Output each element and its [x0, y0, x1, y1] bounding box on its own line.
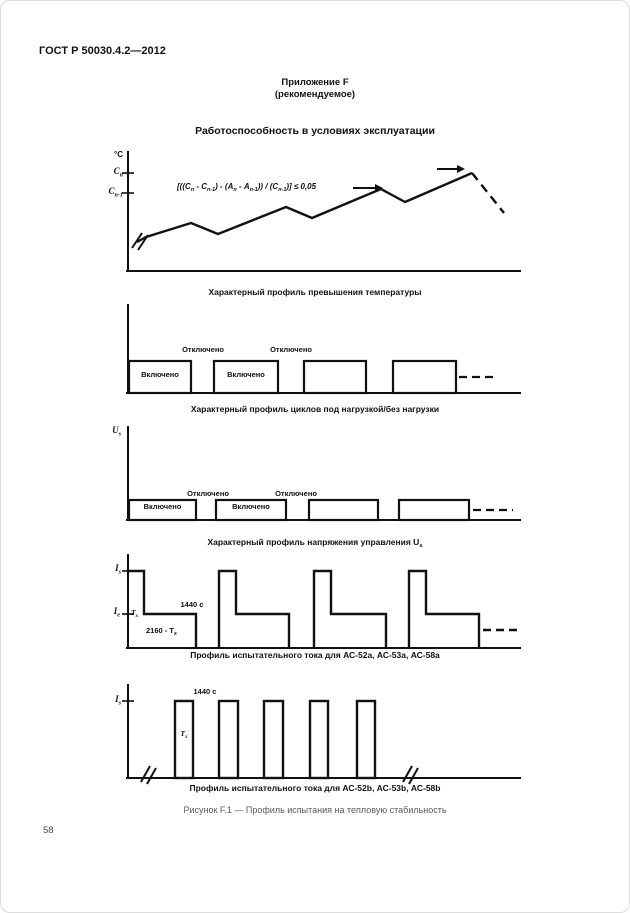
trend-arrow-icon: [437, 165, 465, 173]
on-pulse-rect: [127, 359, 193, 395]
on-pulse-rect: [391, 359, 458, 395]
test-current-b-chart: [122, 684, 521, 785]
current-cycle-path: [217, 569, 291, 648]
on-label: Включено: [232, 502, 270, 511]
current-pulse-rect: [262, 699, 285, 780]
off-label: Отключено: [270, 345, 312, 354]
off-label: Отключено: [182, 345, 224, 354]
formula-arrow-icon: [353, 184, 383, 192]
current-pulse-rect: [217, 699, 240, 780]
figure-caption: Рисунок F.1 — Профиль испытания на тепло…: [183, 805, 447, 815]
on-label: Включено: [141, 370, 179, 379]
axis-break-icon: [140, 765, 157, 785]
curve-dashed-tail: [471, 172, 505, 214]
page-title: Работоспособность в условиях эксплуатаци…: [195, 125, 435, 137]
control-voltage-chart: [126, 426, 521, 522]
on-pulse-rect: [302, 359, 368, 395]
temperature-y-label-cn1: Сп-1: [108, 186, 123, 199]
page-number: 58: [43, 825, 54, 836]
on-pulse-rect: [127, 498, 198, 522]
temperature-y-label-cn: Сп: [113, 166, 123, 179]
off-label: Отключено: [187, 489, 229, 498]
current-b-y-label-is: Is: [115, 694, 121, 707]
axis-break-icon: [402, 765, 419, 785]
on-pulse-rect: [212, 359, 280, 395]
duration-label: 1440 с: [193, 687, 217, 696]
current-cycle-path: [312, 569, 388, 648]
temperature-y-unit: °C: [114, 150, 123, 159]
appendix-note: (рекомендуемое): [274, 89, 356, 100]
start-time-label: Тх: [131, 608, 139, 619]
control-voltage-y-label: Us: [112, 425, 121, 438]
current-pulse-rect: [355, 699, 377, 780]
doc-number: ГОСТ Р 50030.4.2—2012: [39, 45, 166, 57]
off-time-label: 2160 - Тх: [146, 626, 177, 637]
temperature-caption: Характерный профиль превышения температу…: [208, 287, 422, 297]
on-label: Включено: [143, 502, 182, 511]
load-cycles-caption: Характерный профиль циклов под нагрузкой…: [190, 404, 440, 414]
on-pulse-rect: [214, 498, 288, 522]
temperature-formula: [((Сп - Сп-1) - (Ап - Ап-1)) / (Сп-1)] ≤…: [177, 182, 317, 194]
on-pulse-rect: [397, 498, 471, 522]
temperature-curve: [136, 171, 473, 244]
load-cycles-chart: [126, 304, 521, 395]
current-a-y-label-ie: Ie: [113, 606, 120, 619]
control-voltage-caption: Характерный профиль напряжения управлени…: [207, 537, 423, 550]
current-a-y-label-is: Is: [115, 563, 121, 576]
current-pulse-rect: [173, 699, 195, 780]
test-current-b-caption: Профиль испытательного тока для АС-52b, …: [189, 783, 441, 793]
test-current-a-chart: [122, 554, 521, 649]
on-label: Включено: [227, 370, 265, 379]
axis-break-icon: [131, 232, 149, 251]
current-pulse-rect: [308, 699, 330, 780]
on-pulse-rect: [307, 498, 380, 522]
test-current-a-caption: Профиль испытательного тока для АС-52а, …: [190, 650, 440, 660]
current-cycle-path: [407, 569, 481, 648]
appendix-label: Приложение F: [281, 77, 349, 88]
temperature-chart: [122, 151, 521, 272]
start-time-label: Тх: [180, 729, 188, 740]
off-label: Отключено: [275, 489, 317, 498]
duration-label: 1440 с: [180, 600, 204, 609]
current-cycle-path: [128, 569, 198, 648]
